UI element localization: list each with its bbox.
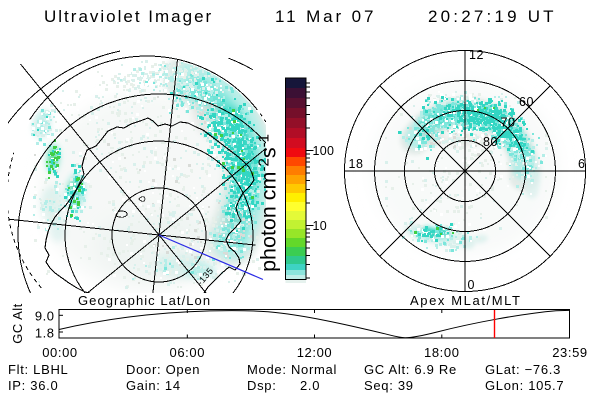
svg-text:70: 70 (501, 116, 516, 130)
svg-text:18:00: 18:00 (424, 345, 460, 360)
svg-text:10: 10 (313, 219, 328, 233)
svg-text:23:59: 23:59 (552, 345, 588, 360)
svg-text:photon cm-2s-1: photon cm-2s-1 (256, 134, 281, 272)
svg-text:Mode: Normal: Mode: Normal (247, 362, 337, 377)
svg-text:18: 18 (349, 157, 364, 171)
svg-text:Dsp:: Dsp: (247, 378, 277, 393)
svg-text:Apex MLat/MLT: Apex MLat/MLT (410, 293, 522, 308)
svg-text:9.0: 9.0 (35, 309, 55, 324)
svg-text:Gain: 14: Gain: 14 (126, 378, 181, 393)
svg-text:Flt: LBHL: Flt: LBHL (8, 362, 68, 377)
svg-text:Ultraviolet Imager: Ultraviolet Imager (44, 7, 213, 26)
svg-text:80: 80 (483, 135, 498, 149)
svg-text:GLon: 105.7: GLon: 105.7 (485, 378, 564, 393)
svg-text:GLat: −76.3: GLat: −76.3 (485, 362, 561, 377)
svg-text:Seq: 39: Seq: 39 (364, 378, 414, 393)
svg-text:IP: 36.0: IP: 36.0 (8, 378, 58, 393)
svg-text:6: 6 (578, 157, 585, 171)
svg-text:1.8: 1.8 (35, 325, 55, 340)
svg-text:0: 0 (468, 278, 475, 292)
svg-text:GC Alt: GC Alt (10, 303, 25, 344)
svg-text:12:00: 12:00 (297, 345, 333, 360)
svg-text:00:00: 00:00 (42, 345, 78, 360)
svg-text:06:00: 06:00 (170, 345, 206, 360)
svg-text:100: 100 (313, 144, 335, 158)
svg-text:GC Alt: 6.9 Re: GC Alt: 6.9 Re (364, 362, 457, 377)
svg-text:2.0: 2.0 (300, 378, 320, 393)
svg-text:60: 60 (519, 95, 534, 109)
svg-text:20:27:19 UT: 20:27:19 UT (428, 7, 557, 26)
svg-text:12: 12 (469, 48, 484, 62)
svg-text:Door: Open: Door: Open (126, 362, 200, 377)
svg-text:11 Mar 07: 11 Mar 07 (275, 7, 376, 26)
svg-text:Geographic Lat/Lon: Geographic Lat/Lon (78, 293, 211, 308)
